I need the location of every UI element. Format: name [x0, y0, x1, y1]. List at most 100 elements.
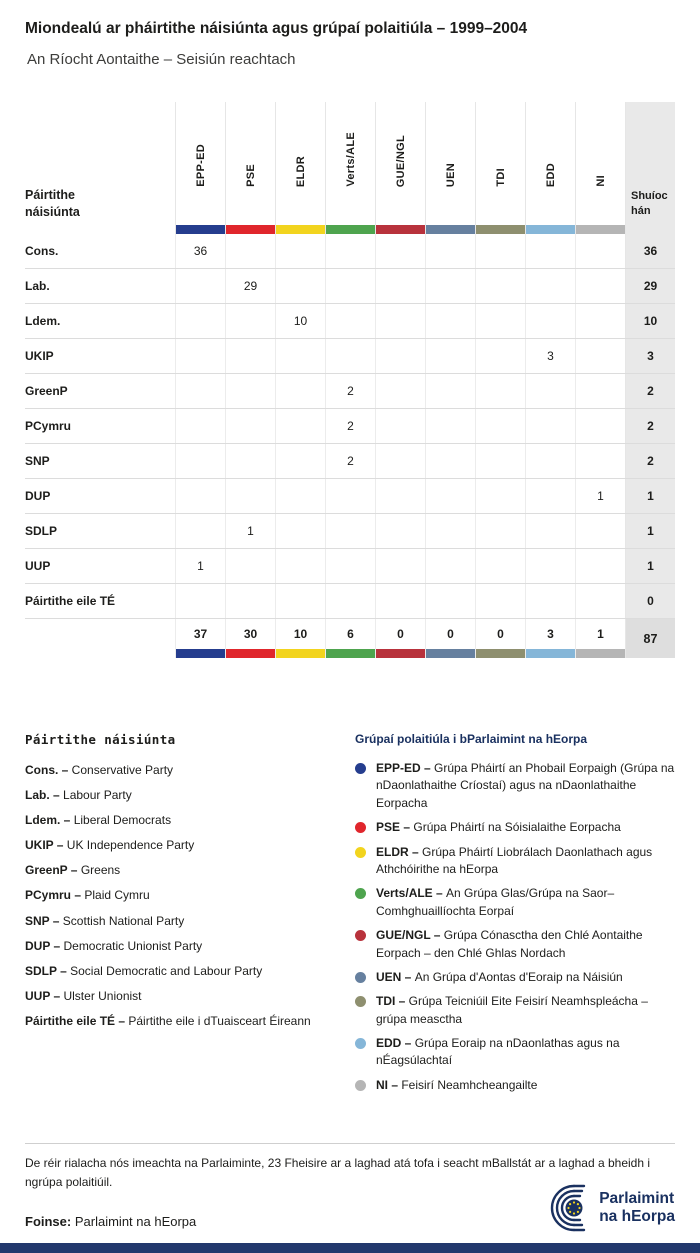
value-cell: [475, 374, 525, 408]
group-color-dot: [355, 1038, 366, 1050]
logo-wordmark-line1: Parlaimint: [599, 1189, 675, 1207]
column-color-bar: [326, 225, 375, 234]
legend-group-text: PSE – Grúpa Pháirtí na Sóisialaithe Eorp…: [376, 820, 621, 835]
party-label-cell: Cons.: [25, 244, 59, 258]
party-label-cell: UKIP: [25, 349, 54, 363]
value-cell: [275, 584, 325, 618]
page-footer: Foinse: Parlaimint na hEorpa: [25, 1183, 675, 1233]
legend-party-item: Ldem. – Liberal Democrats: [25, 813, 172, 828]
legend-group-abbr: TDI –: [376, 994, 409, 1009]
legend-party-abbr: SNP –: [25, 913, 60, 928]
legend-party-abbr: UUP –: [25, 988, 61, 1003]
value-cell: [525, 304, 575, 338]
total-column: 3: [525, 619, 575, 658]
value-cell: [525, 584, 575, 618]
value-cell: [325, 304, 375, 338]
column-header-label: PSE: [244, 164, 257, 187]
seats-cell: 10: [625, 304, 675, 338]
column-header-label: ELDR: [294, 155, 307, 187]
legend-groups-heading: Grúpaí polaitiúla i bParlaimint na hEorp…: [355, 732, 588, 746]
total-value-cell: 0: [397, 627, 404, 641]
value-cell: [475, 584, 525, 618]
logo-wordmark-line2: na hEorpa: [599, 1208, 675, 1225]
value-cell: [375, 409, 425, 443]
group-color-dot: [355, 930, 366, 942]
total-color-bar: [326, 649, 375, 658]
seats-cell: 1: [625, 479, 675, 513]
value-cell: [575, 549, 625, 583]
seats-cell: 3: [625, 339, 675, 373]
legend-party-item: Páirtithe eile TÉ – Páirtithe eile i dTu…: [25, 1013, 311, 1028]
legend-party-item: SNP – Scottish National Party: [25, 913, 185, 928]
table-row: Cons. 36 36: [25, 234, 675, 269]
column-header: EDD: [525, 102, 575, 234]
column-color-bar: [576, 225, 625, 234]
legend-party-item: PCymru – Plaid Cymru: [25, 888, 150, 903]
party-label-cell: GreenP: [25, 384, 68, 398]
value-cell: [175, 514, 225, 548]
total-color-bar: [526, 649, 575, 658]
value-cell: [525, 269, 575, 303]
column-header-label: Verts/ALE: [344, 132, 357, 187]
column-header: GUE/NGL: [375, 102, 425, 234]
group-color-dot: [355, 846, 366, 858]
group-color-dot: [355, 888, 366, 900]
value-cell: [175, 409, 225, 443]
legend-party-abbr: Ldem. –: [25, 813, 71, 828]
seats-column-header: Shuíochán: [625, 102, 675, 234]
value-cell: [525, 374, 575, 408]
row-header-text: Páirtithe náisiúnta: [25, 188, 80, 220]
total-color-bar: [376, 649, 425, 658]
legend-groups-list: EPP-ED – Grúpa Pháirtí an Phobail Eorpai…: [355, 760, 675, 1094]
value-cell: [175, 374, 225, 408]
value-cell: [225, 374, 275, 408]
total-column: 0: [475, 619, 525, 658]
legend-party-item: SDLP – Social Democratic and Labour Part…: [25, 963, 263, 978]
seats-cell: 0: [625, 584, 675, 618]
legend-group-text: EDD – Grúpa Eoraip na nDaonlathas agus n…: [376, 1036, 620, 1068]
column-color-bar: [426, 225, 475, 234]
seats-cell: 36: [625, 234, 675, 268]
legend-party-abbr: DUP –: [25, 938, 61, 953]
value-cell: [275, 514, 325, 548]
value-cell: [525, 549, 575, 583]
legend-group-abbr: Verts/ALE –: [376, 886, 447, 901]
value-cell: [425, 234, 475, 268]
total-value-cell: 37: [193, 627, 208, 641]
value-cell: [525, 479, 575, 513]
table-row: SDLP 1 1: [25, 514, 675, 549]
legend-group-item: ELDR – Grúpa Pháirtí Liobrálach Daonlath…: [355, 844, 675, 879]
column-color-bar: [176, 225, 225, 234]
value-cell: [175, 584, 225, 618]
column-header: UEN: [425, 102, 475, 234]
value-cell: [225, 444, 275, 478]
value-cell: [325, 514, 375, 548]
value-cell: [425, 584, 475, 618]
party-label-cell: SDLP: [25, 524, 58, 538]
legend-group-abbr: EPP-ED –: [376, 761, 435, 775]
column-color-bar: [276, 225, 325, 234]
value-cell: [525, 514, 575, 548]
value-cell: [475, 304, 525, 338]
table-row: Ldem. 10 10: [25, 304, 675, 339]
legend-group-item: PSE – Grúpa Pháirtí na Sóisialaithe Eorp…: [355, 819, 675, 836]
value-cell: [475, 479, 525, 513]
column-header-label: EDD: [544, 162, 557, 187]
legend-group-abbr: UEN –: [376, 969, 415, 984]
value-cell: [375, 479, 425, 513]
value-cell: [225, 234, 275, 268]
column-header: ELDR: [275, 102, 325, 234]
legend-party-abbr: SDLP –: [25, 963, 67, 978]
value-cell: [175, 339, 225, 373]
group-color-dot: [355, 822, 366, 834]
total-column: 1: [575, 619, 625, 658]
value-cell: [525, 444, 575, 478]
table-row: Páirtithe eile TÉ 0: [25, 584, 675, 619]
value-cell: [425, 549, 475, 583]
legend-group-abbr: ELDR –: [376, 844, 423, 859]
value-cell: [325, 549, 375, 583]
value-cell: [475, 549, 525, 583]
table-totals-row: 37 30 10 6 0 0 0 3 1 87: [25, 619, 675, 658]
total-color-bar: [176, 649, 225, 658]
